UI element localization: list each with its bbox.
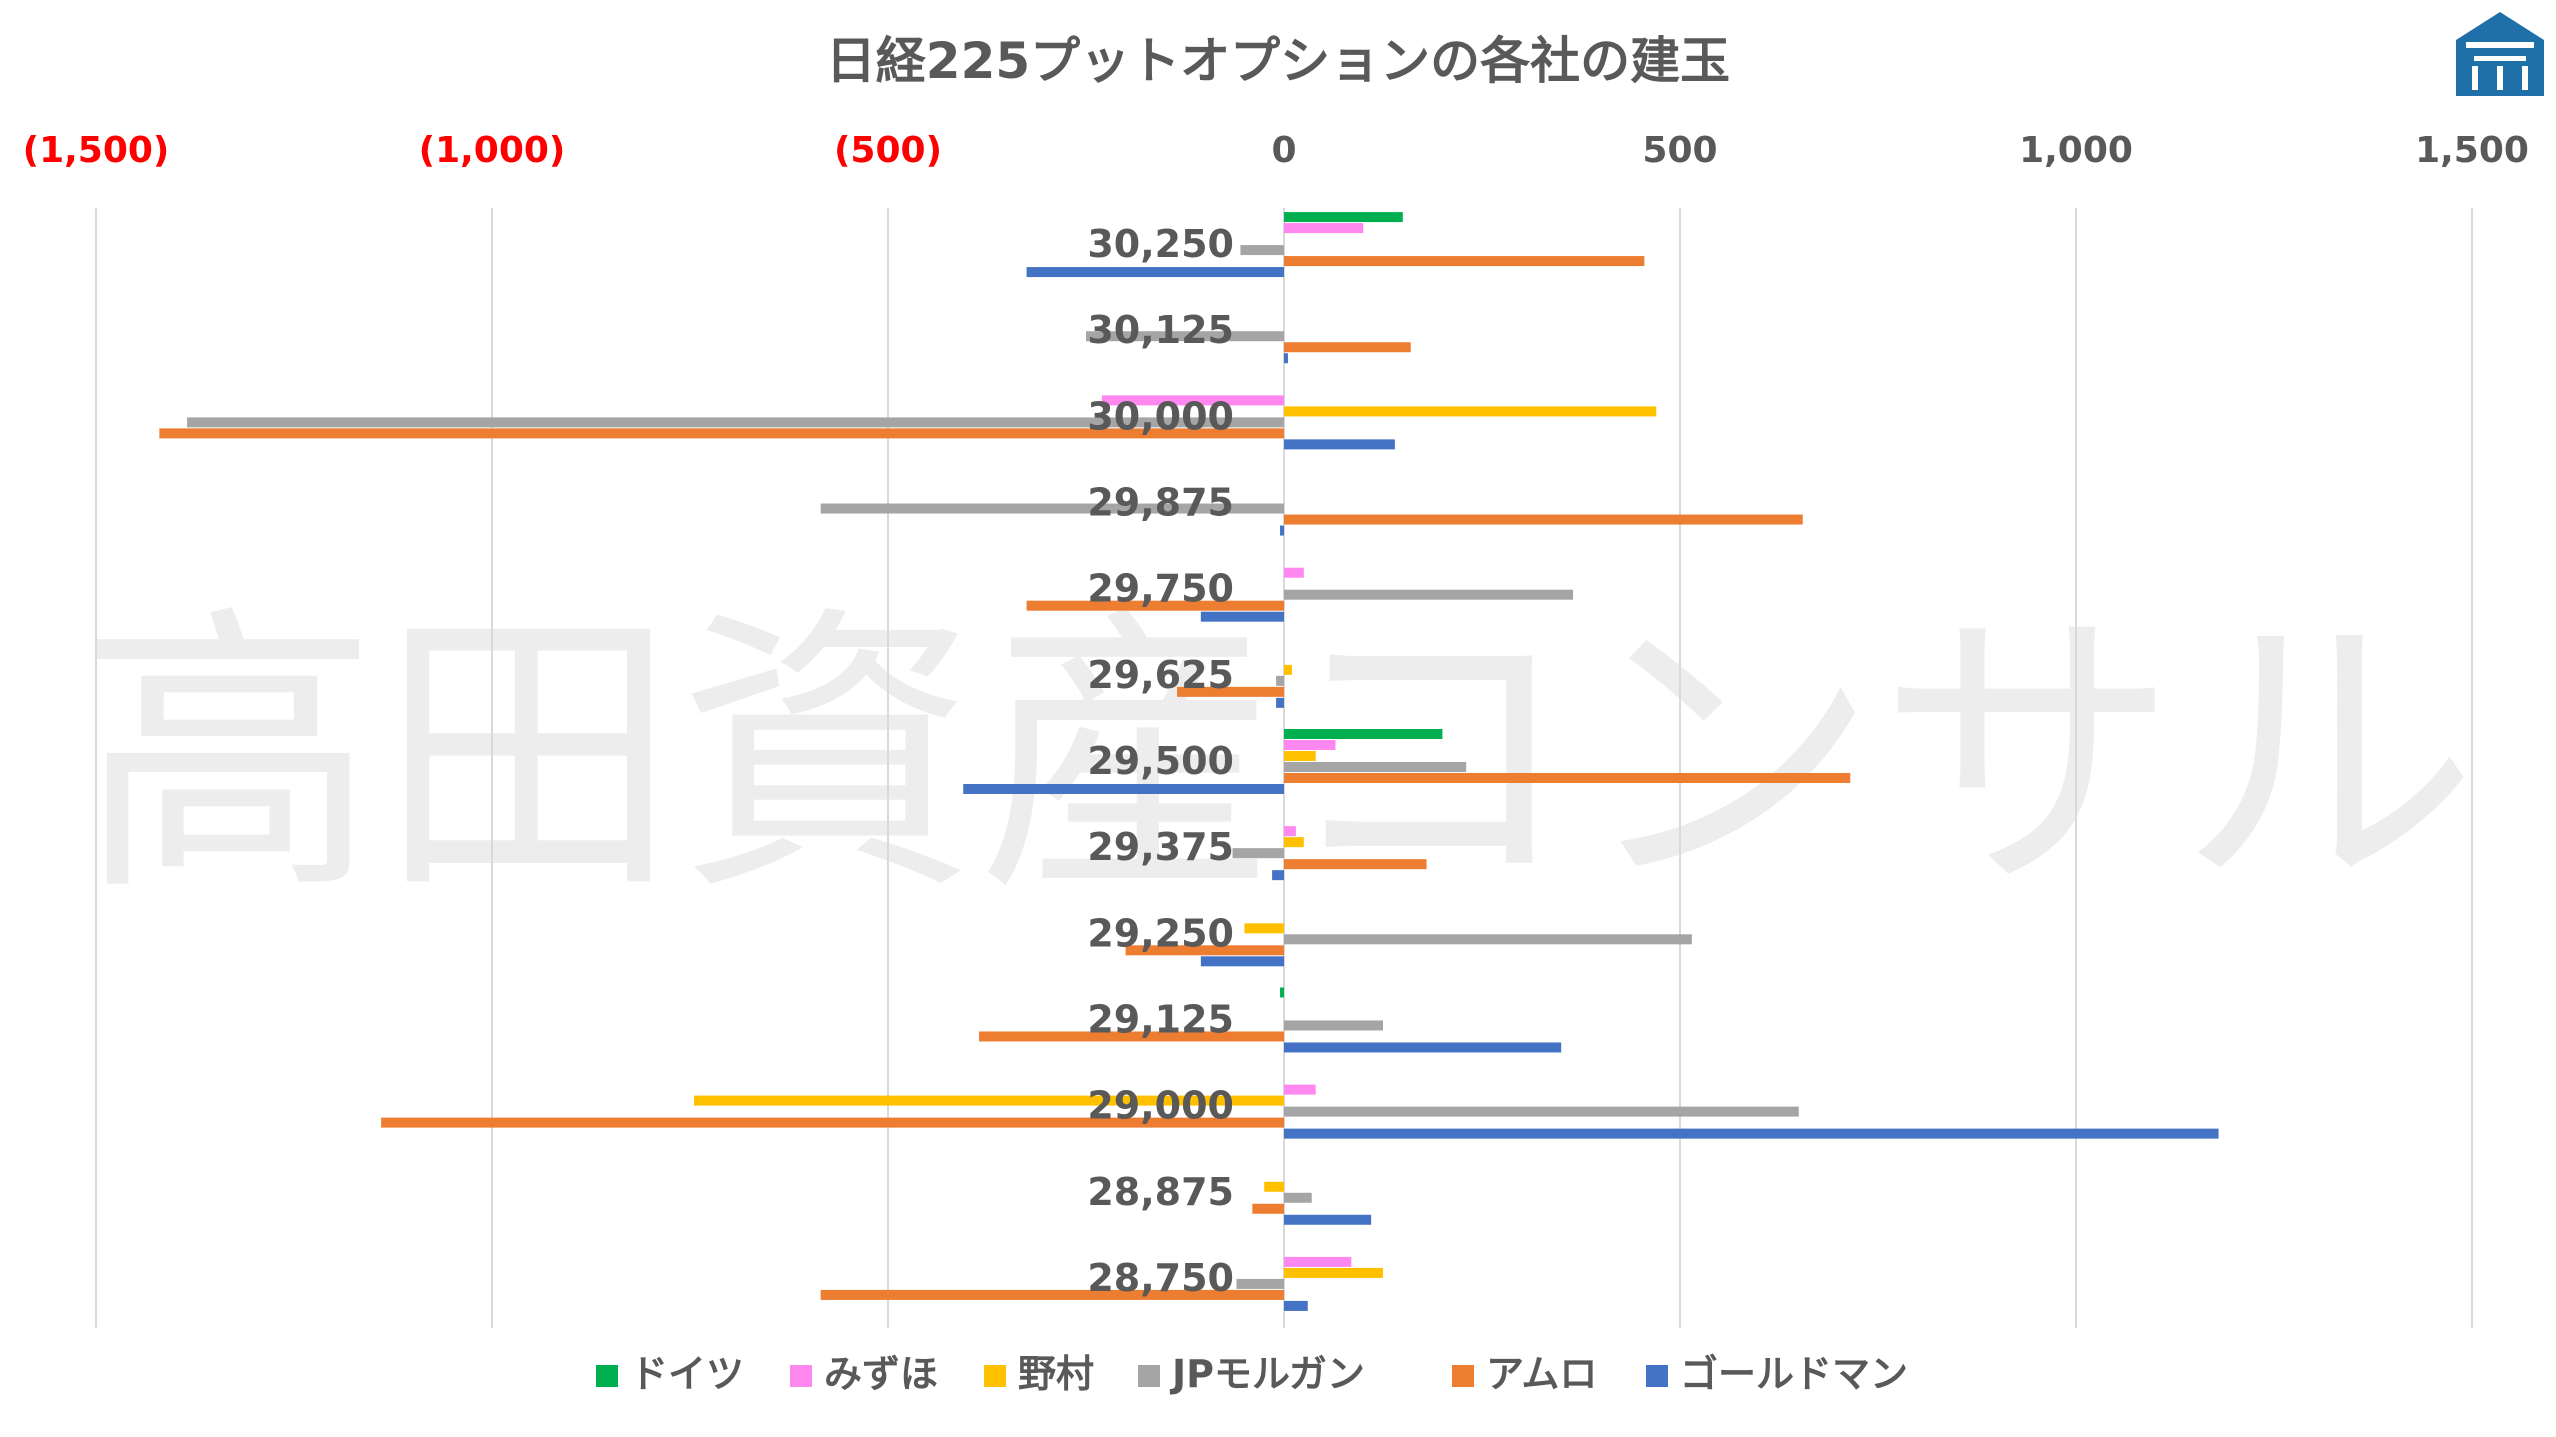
x-axis-ticks: (1,500) (1,000) (500) 0 500 1,000 1,500 [23, 130, 2529, 171]
legend-swatch [596, 1365, 618, 1387]
legend-swatch [1452, 1365, 1474, 1387]
bar [1236, 1278, 1284, 1289]
bar [1284, 751, 1316, 761]
bar [1276, 697, 1284, 708]
category-label: 29,375 [1087, 825, 1234, 869]
category-label: 29,000 [1087, 1084, 1234, 1128]
bar [1284, 223, 1364, 234]
bar [963, 784, 1284, 794]
bar [1284, 1214, 1372, 1225]
bar [1284, 1256, 1352, 1267]
bar [1252, 1203, 1284, 1214]
legend: ドイツ みずほ 野村 JPモルガン アムロ ゴールドマン [596, 1352, 1908, 1396]
bar [1284, 342, 1411, 353]
bar [1284, 740, 1336, 750]
bar [1200, 611, 1284, 622]
legend-swatch [1646, 1365, 1668, 1387]
bar [820, 1289, 1284, 1300]
x-tick-label: 0 [1271, 130, 1296, 171]
x-tick-label: 500 [1642, 130, 1717, 171]
bar [820, 503, 1284, 514]
bar [1284, 837, 1304, 848]
bar [381, 1117, 1284, 1128]
bar [1244, 923, 1284, 934]
bar [1026, 600, 1284, 611]
bar [979, 1031, 1284, 1042]
legend-swatch [790, 1365, 812, 1387]
category-label: 29,250 [1087, 911, 1234, 955]
bar [159, 428, 1285, 439]
building-icon [2456, 12, 2544, 96]
bar [1284, 762, 1467, 772]
bar [1200, 956, 1284, 967]
bar [1284, 589, 1574, 600]
bar [1264, 1181, 1284, 1192]
bar [1284, 406, 1657, 417]
legend-label: JPモルガン [1169, 1352, 1365, 1396]
legend-label: みずほ [824, 1352, 938, 1396]
bar [1284, 212, 1403, 223]
x-tick-label: 1,000 [2019, 130, 2133, 171]
legend-label: ドイツ [630, 1352, 744, 1396]
bar [1284, 1267, 1383, 1278]
bar [1284, 567, 1304, 578]
bar [1280, 525, 1284, 536]
legend-swatch [1138, 1365, 1160, 1387]
bar [1232, 848, 1284, 859]
category-label: 30,125 [1087, 308, 1234, 352]
bar [1284, 439, 1395, 450]
category-label: 29,875 [1087, 481, 1234, 525]
bar [1101, 395, 1284, 406]
bar [1284, 859, 1427, 870]
bar [1284, 353, 1288, 364]
category-label: 29,125 [1087, 997, 1234, 1041]
bar [1284, 256, 1645, 267]
bar [1284, 773, 1851, 783]
bars [159, 212, 2219, 1311]
category-label: 29,750 [1087, 567, 1234, 611]
bar [1284, 1084, 1316, 1095]
category-labels: 30,250 30,125 30,000 29,875 29,750 29,625 29,5… [1087, 222, 1234, 1300]
bar [1125, 945, 1284, 956]
category-label: 29,500 [1087, 739, 1234, 783]
bar [1086, 331, 1284, 342]
bar [1284, 934, 1692, 945]
gridlines [95, 208, 2473, 1328]
legend-label: ゴールドマン [1680, 1352, 1908, 1396]
bar [1284, 729, 1443, 739]
x-tick-label: (1,000) [419, 130, 566, 171]
bar [1284, 826, 1296, 837]
bar [1284, 1192, 1312, 1203]
bar [1284, 514, 1803, 525]
category-label: 28,875 [1087, 1170, 1234, 1214]
bar [1026, 267, 1284, 278]
bar [187, 417, 1285, 428]
x-tick-label: (1,500) [23, 130, 170, 171]
bar [1240, 245, 1284, 256]
x-tick-label: 1,500 [2415, 130, 2529, 171]
bar [1276, 675, 1284, 686]
bar [1284, 1106, 1799, 1117]
chart-title: 日経225プットオプションの各社の建玉 [826, 32, 1730, 90]
legend-label: アムロ [1486, 1352, 1597, 1396]
bar [1284, 1128, 2219, 1139]
legend-label: 野村 [1018, 1352, 1094, 1396]
bar [1284, 1042, 1562, 1053]
bar [1177, 686, 1284, 697]
bar [1284, 1300, 1308, 1311]
category-label: 28,750 [1087, 1256, 1234, 1300]
category-label: 29,625 [1087, 653, 1234, 697]
category-label: 30,250 [1087, 222, 1234, 266]
x-tick-label: (500) [834, 130, 942, 171]
bar [1284, 1020, 1383, 1031]
bar [1284, 664, 1292, 675]
bar [1280, 987, 1284, 998]
legend-swatch [984, 1365, 1006, 1387]
bar [1272, 870, 1284, 881]
bar [693, 1095, 1284, 1106]
category-label: 30,000 [1087, 394, 1234, 438]
